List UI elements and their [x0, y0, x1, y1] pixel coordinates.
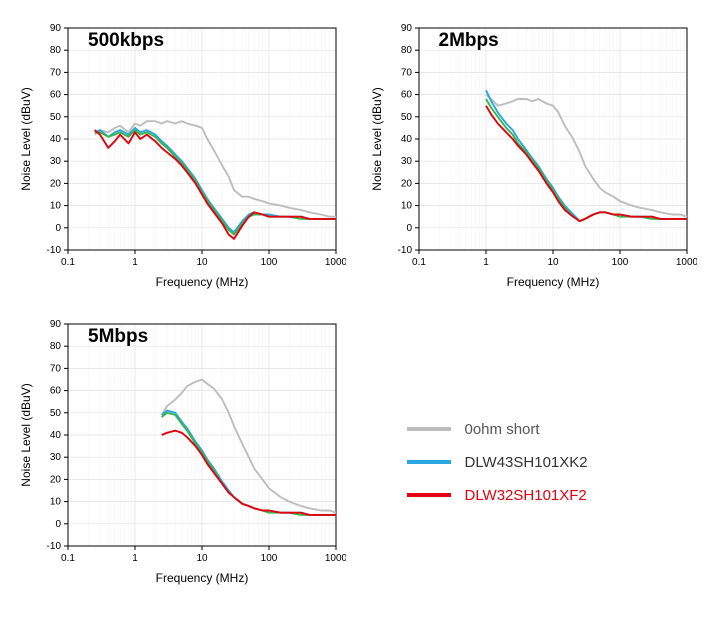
legend-label: 0ohm short: [465, 421, 540, 438]
svg-text:0: 0: [406, 223, 412, 234]
svg-text:30: 30: [50, 452, 62, 463]
svg-text:90: 90: [400, 23, 412, 34]
legend-swatch: [407, 427, 451, 431]
chart-svg: -10 0 10 20 30 40 50 60 70 80 90 0.1 1 10 100 1000 Noise…: [16, 312, 346, 592]
svg-text:20: 20: [50, 178, 62, 189]
chart-title: 2Mbps: [439, 30, 499, 52]
svg-text:100: 100: [261, 257, 278, 268]
svg-text:30: 30: [400, 156, 412, 167]
svg-text:20: 20: [400, 178, 412, 189]
svg-text:10: 10: [400, 201, 412, 212]
svg-text:10: 10: [50, 497, 62, 508]
chart-panel-500kbps: -10 0 10 20 30 40 50 60 70 80 90 0.1 1 10 100 1000 Noise…: [16, 16, 351, 296]
legend-label: DLW32SH101XF2: [465, 487, 587, 504]
svg-text:0.1: 0.1: [61, 257, 75, 268]
svg-text:Frequency (MHz): Frequency (MHz): [506, 275, 599, 289]
chart-svg: -10 0 10 20 30 40 50 60 70 80 90 0.1 1 10 100 1000 Noise…: [16, 16, 346, 296]
chart-title: 500kbps: [88, 30, 164, 52]
svg-text:100: 100: [261, 553, 278, 564]
svg-text:0.1: 0.1: [412, 257, 426, 268]
legend-label: DLW43SH101XK2: [465, 454, 588, 471]
svg-text:80: 80: [400, 45, 412, 56]
svg-text:-10: -10: [397, 245, 412, 256]
chart-grid: -1001020304050607080900.11101001000Noise…: [16, 16, 701, 592]
legend-swatch: [407, 493, 451, 497]
svg-text:0.1: 0.1: [61, 553, 75, 564]
svg-text:50: 50: [50, 408, 62, 419]
svg-text:60: 60: [400, 90, 412, 101]
svg-text:50: 50: [50, 112, 62, 123]
svg-text:Noise Level (dBuV): Noise Level (dBuV): [19, 383, 33, 486]
svg-text:0: 0: [55, 223, 61, 234]
legend-item: DLW43SH101XK2: [407, 454, 702, 471]
svg-text:Noise Level (dBuV): Noise Level (dBuV): [370, 87, 384, 190]
svg-text:40: 40: [50, 134, 62, 145]
svg-text:40: 40: [400, 134, 412, 145]
legend-item: DLW32SH101XF2: [407, 487, 702, 504]
svg-text:30: 30: [50, 156, 62, 167]
svg-text:-10: -10: [47, 541, 62, 552]
svg-text:70: 70: [50, 67, 62, 78]
legend-swatch: [407, 460, 451, 464]
svg-text:70: 70: [50, 363, 62, 374]
chart-panel-5mbps: -10 0 10 20 30 40 50 60 70 80 90 0.1 1 10 100 1000 Noise…: [16, 312, 351, 592]
legend: 0ohm short DLW43SH101XK2 DLW32SH101XF2: [367, 312, 702, 592]
svg-text:80: 80: [50, 45, 62, 56]
svg-text:60: 60: [50, 386, 62, 397]
chart-svg: -10 0 10 20 30 40 50 60 70 80 90 0.1 1 10 100 1000 Noise…: [367, 16, 697, 296]
svg-text:50: 50: [400, 112, 412, 123]
svg-text:0: 0: [55, 519, 61, 530]
svg-text:1: 1: [132, 553, 138, 564]
chart-title: 5Mbps: [88, 326, 148, 348]
chart-panel-2mbps: -10 0 10 20 30 40 50 60 70 80 90 0.1 1 10 100 1000 Noise…: [367, 16, 702, 296]
svg-text:1: 1: [483, 257, 489, 268]
svg-text:100: 100: [611, 257, 628, 268]
legend-item: 0ohm short: [407, 421, 702, 438]
svg-text:1000: 1000: [325, 257, 346, 268]
svg-text:60: 60: [50, 90, 62, 101]
svg-text:90: 90: [50, 23, 62, 34]
svg-text:1000: 1000: [675, 257, 696, 268]
svg-text:1000: 1000: [325, 553, 346, 564]
svg-text:10: 10: [547, 257, 559, 268]
svg-text:10: 10: [196, 257, 208, 268]
svg-text:10: 10: [196, 553, 208, 564]
svg-text:1: 1: [132, 257, 138, 268]
svg-text:40: 40: [50, 430, 62, 441]
svg-text:70: 70: [400, 67, 412, 78]
svg-text:-10: -10: [47, 245, 62, 256]
svg-text:20: 20: [50, 474, 62, 485]
svg-text:Frequency (MHz): Frequency (MHz): [156, 275, 249, 289]
svg-text:80: 80: [50, 341, 62, 352]
svg-text:Noise Level (dBuV): Noise Level (dBuV): [19, 87, 33, 190]
svg-text:10: 10: [50, 201, 62, 212]
svg-text:90: 90: [50, 319, 62, 330]
svg-text:Frequency (MHz): Frequency (MHz): [156, 571, 249, 585]
